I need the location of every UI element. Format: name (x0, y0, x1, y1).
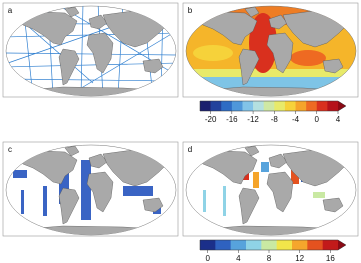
block (59, 170, 69, 204)
colorbar-outline (199, 239, 347, 251)
colorbar-bin (292, 240, 308, 250)
colorbar-tick-label: -16 (226, 115, 238, 124)
colorbar-tick-label: 4 (336, 115, 341, 124)
colorbar-tick-label: -20 (205, 115, 217, 124)
colorbar-bin (327, 101, 339, 111)
panel: b (182, 2, 359, 98)
field-band (186, 69, 356, 77)
colorbar-tick-label: -8 (271, 115, 279, 124)
colorbar-bin (284, 101, 296, 111)
label-box (185, 144, 195, 155)
panel-label: b (188, 6, 193, 15)
colorbar-bin (200, 101, 211, 111)
spot (253, 172, 259, 188)
colorbar-tick-label: -12 (247, 115, 259, 124)
colorbar-outline (199, 100, 347, 112)
colorbar-tick-label: 8 (267, 254, 272, 263)
colorbar-bin (230, 240, 247, 250)
colorbar-bin (253, 101, 264, 111)
field-patch (290, 50, 326, 66)
colorbar-bin (276, 240, 293, 250)
colorbar-bin (215, 240, 231, 250)
spot (261, 162, 269, 172)
globe (185, 5, 357, 97)
colorbar-bin (306, 101, 318, 111)
label-box (5, 144, 15, 155)
colorbar-bin (307, 240, 323, 250)
colorbar-tick-label: -4 (292, 115, 300, 124)
colorbar-extend (338, 101, 346, 111)
panel-label: c (8, 145, 12, 154)
block (81, 160, 91, 220)
block (13, 170, 27, 178)
spot (291, 170, 299, 184)
colorbar-bin (274, 101, 286, 111)
spot (223, 186, 226, 216)
colorbar-tick-label: 12 (295, 254, 304, 263)
colorbar-bin (295, 101, 307, 111)
label-box (185, 5, 195, 16)
colorbar-bin (316, 101, 328, 111)
colorbar-bin (200, 240, 216, 250)
block (123, 186, 153, 196)
colorbar-tick-label: 0 (205, 254, 210, 263)
colorbar: -20 -16 -12 -8 -4 0 4 (199, 100, 347, 124)
colorbar-bin (261, 240, 277, 250)
colorbar-tick-label: 4 (236, 254, 241, 263)
label-box (5, 5, 15, 16)
spot (203, 190, 206, 212)
colorbar-bin (231, 101, 243, 111)
colorbar-extend (338, 240, 346, 250)
panel: a (2, 2, 179, 98)
colorbar: 0 4 8 12 16 (199, 239, 347, 263)
colorbar-bin (242, 101, 254, 111)
panel: d (182, 141, 359, 237)
panel-label: d (188, 145, 192, 154)
field-patch (193, 45, 233, 61)
colorbar-bin (246, 240, 262, 250)
colorbar-bin (263, 101, 275, 111)
block (43, 186, 47, 216)
colorbar-bin (210, 101, 222, 111)
spot (313, 192, 325, 198)
colorbar-tick-label: 0 (315, 115, 320, 124)
panel: c (2, 141, 179, 237)
panel-label: a (8, 6, 13, 15)
colorbar-bin (322, 240, 339, 250)
colorbar-tick-label: 16 (326, 254, 335, 263)
colorbar-bin (221, 101, 233, 111)
block (21, 190, 24, 214)
